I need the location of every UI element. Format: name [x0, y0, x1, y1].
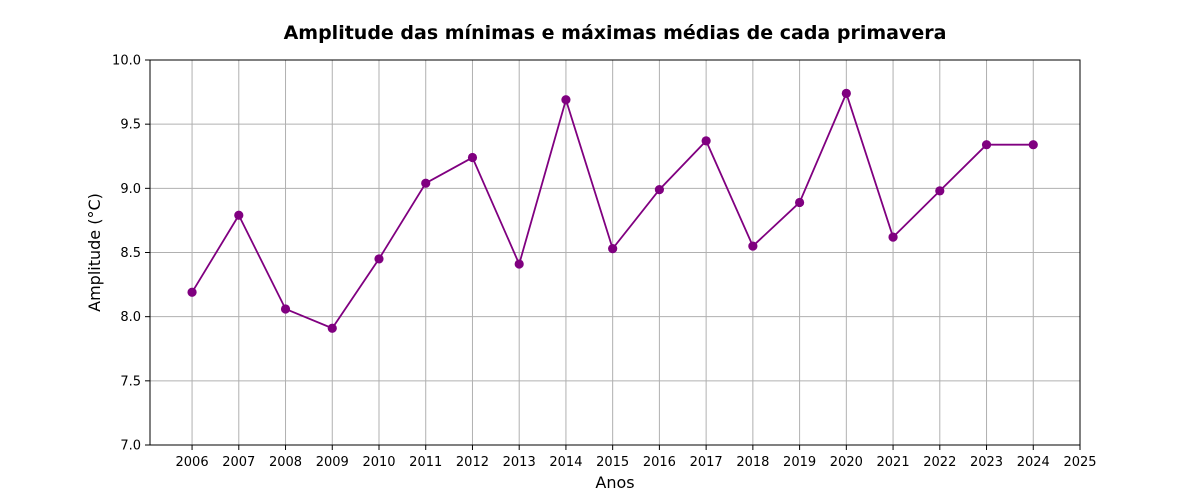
x-tick-label: 2025 — [1063, 455, 1096, 470]
x-tick-label: 2023 — [970, 455, 1003, 470]
y-tick-label: 8.0 — [120, 310, 141, 325]
data-point — [608, 244, 618, 254]
x-axis-label: Anos — [595, 473, 634, 492]
data-point — [187, 287, 197, 297]
axis-ticks: 2006 2007 2008 2009 2010 2011 2012 2013 2014 2015… — [112, 54, 1097, 471]
x-tick-label: 2011 — [409, 455, 442, 470]
data-point — [514, 259, 524, 269]
data-point — [327, 323, 337, 333]
data-point — [981, 140, 992, 150]
x-tick-label: 2018 — [736, 455, 769, 470]
data-point — [654, 185, 664, 195]
data-point — [888, 232, 898, 242]
x-tick-label: 2014 — [549, 455, 582, 470]
x-tick-label: 2015 — [596, 455, 629, 470]
x-tick-label: 2022 — [923, 455, 956, 470]
y-tick-label: 9.5 — [120, 118, 141, 133]
x-tick-label: 2013 — [503, 455, 536, 470]
data-point — [701, 136, 711, 146]
data-point — [561, 95, 571, 105]
data-point — [374, 254, 384, 264]
x-tick-label: 2007 — [222, 455, 255, 470]
x-tick-label: 2021 — [877, 455, 910, 470]
chart-title: Amplitude das mínimas e máximas médias d… — [284, 22, 947, 44]
y-tick-label: 7.5 — [120, 374, 141, 389]
y-tick-label: 9.0 — [120, 182, 141, 197]
x-tick-label: 2016 — [643, 455, 676, 470]
y-tick-label: 8.5 — [120, 246, 141, 261]
series-layer — [187, 88, 1038, 333]
x-tick-label: 2006 — [176, 455, 209, 470]
data-point — [935, 186, 945, 196]
data-point — [748, 241, 758, 251]
plot-frame — [149, 59, 1081, 446]
data-point — [280, 304, 291, 314]
x-tick-label: 2024 — [1017, 455, 1050, 470]
data-point — [421, 178, 431, 188]
x-tick-label: 2017 — [690, 455, 723, 470]
x-tick-label: 2009 — [316, 455, 349, 470]
x-tick-label: 2020 — [830, 455, 863, 470]
x-tick-label: 2010 — [362, 455, 395, 470]
data-point — [234, 210, 244, 220]
y-tick-label: 10.0 — [112, 54, 141, 69]
x-tick-label: 2019 — [783, 455, 816, 470]
data-point — [467, 152, 478, 163]
data-point — [841, 88, 851, 98]
y-tick-label: 7.0 — [120, 439, 141, 454]
y-axis-label: Amplitude (°C) — [85, 193, 104, 312]
x-tick-label: 2012 — [456, 455, 489, 470]
data-point — [794, 197, 805, 208]
x-tick-label: 2008 — [269, 455, 302, 470]
data-point — [1028, 140, 1038, 150]
